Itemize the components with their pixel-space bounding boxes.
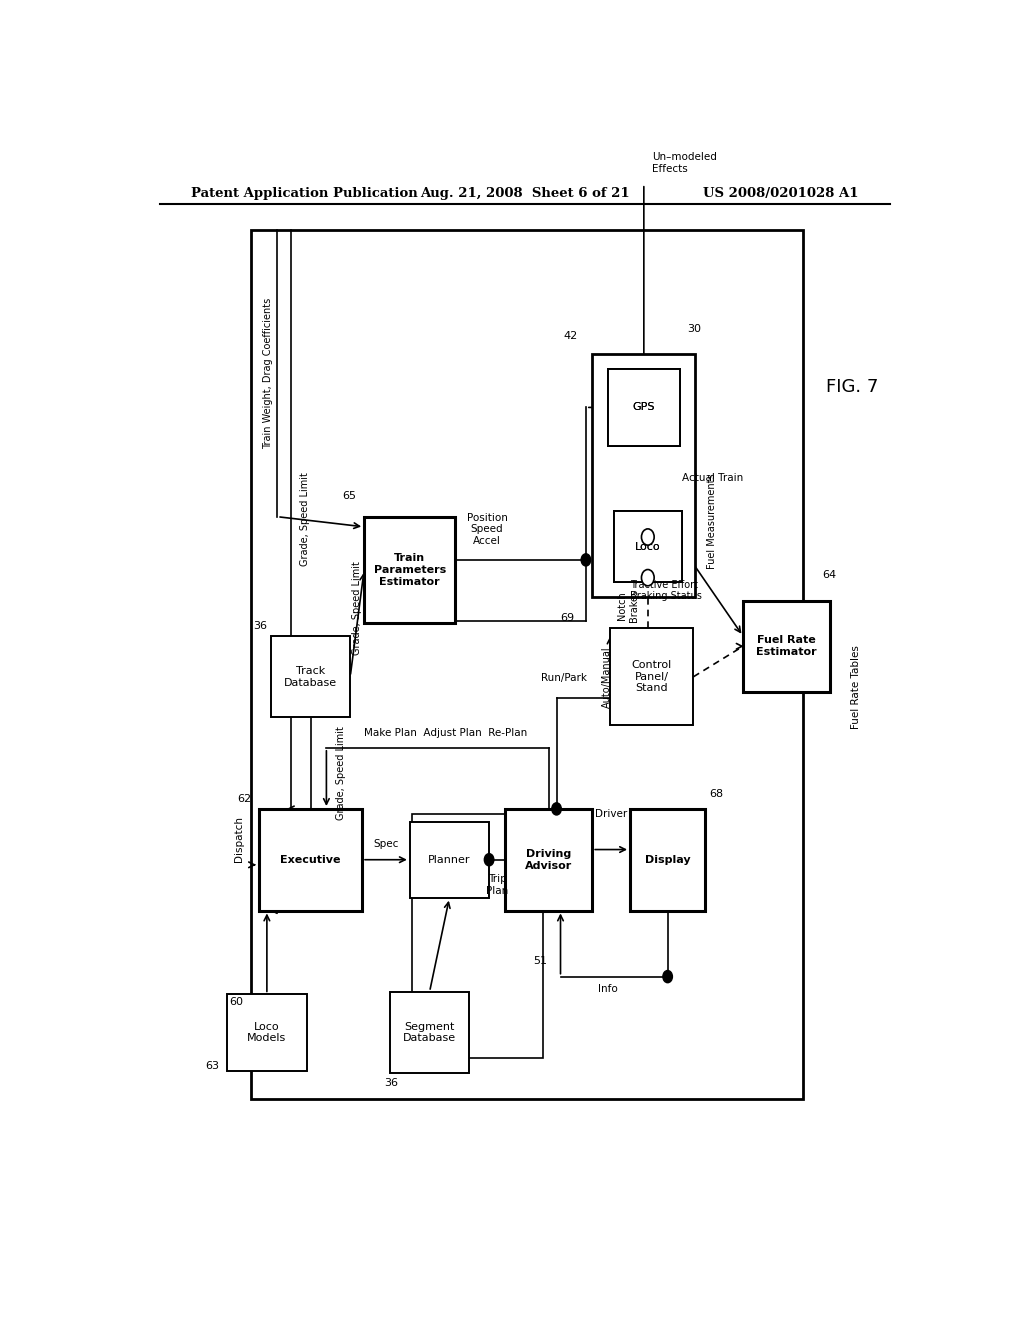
Text: Grade, Speed Limit: Grade, Speed Limit <box>352 561 362 655</box>
Text: Train Weight, Drag Coefficients: Train Weight, Drag Coefficients <box>263 297 272 449</box>
Bar <box>630 809 706 911</box>
Text: 69: 69 <box>560 614 574 623</box>
Bar <box>390 991 469 1073</box>
Text: GPS: GPS <box>633 403 655 412</box>
Bar <box>270 636 350 718</box>
Text: Run/Park: Run/Park <box>541 673 587 682</box>
Circle shape <box>641 529 654 545</box>
Text: Grade, Speed Limit: Grade, Speed Limit <box>336 726 346 820</box>
Bar <box>227 994 306 1071</box>
Text: Driver: Driver <box>595 809 628 818</box>
Text: Loco
Models: Loco Models <box>247 1022 287 1043</box>
Text: 64: 64 <box>822 570 837 579</box>
Text: Track
Database: Track Database <box>284 667 337 688</box>
Text: Train
Parameters
Estimator: Train Parameters Estimator <box>374 553 445 586</box>
Circle shape <box>484 854 494 866</box>
Text: Display: Display <box>645 855 690 865</box>
Bar <box>410 821 489 898</box>
Text: Driving
Advisor: Driving Advisor <box>525 849 572 870</box>
Bar <box>614 511 682 582</box>
Text: 63: 63 <box>205 1060 219 1071</box>
Bar <box>608 370 680 446</box>
Text: Actual Train: Actual Train <box>682 474 743 483</box>
Bar <box>412 814 543 1057</box>
Text: Executive: Executive <box>281 855 341 865</box>
Text: Notch
Brakes: Notch Brakes <box>617 589 639 622</box>
Text: Info: Info <box>598 983 618 994</box>
Text: Fuel Measurements: Fuel Measurements <box>708 474 717 569</box>
Bar <box>259 809 362 911</box>
Bar <box>251 230 803 1098</box>
Text: Aug. 21, 2008  Sheet 6 of 21: Aug. 21, 2008 Sheet 6 of 21 <box>420 187 630 201</box>
Text: Loco: Loco <box>635 541 660 552</box>
Text: Trip
Plan: Trip Plan <box>486 874 508 896</box>
Text: Grade, Speed Limit: Grade, Speed Limit <box>300 473 310 566</box>
Bar <box>505 809 592 911</box>
Text: Make Plan  Adjust Plan  Re-Plan: Make Plan Adjust Plan Re-Plan <box>364 727 527 738</box>
Circle shape <box>582 554 591 566</box>
Text: Spec: Spec <box>373 840 398 850</box>
Circle shape <box>663 970 673 982</box>
Bar <box>365 516 456 623</box>
Bar <box>608 370 680 446</box>
Text: Auto/Manual: Auto/Manual <box>601 645 611 708</box>
Text: 62: 62 <box>237 793 251 804</box>
Text: FIG. 7: FIG. 7 <box>826 378 879 396</box>
Text: 65: 65 <box>342 491 356 502</box>
Circle shape <box>552 803 561 814</box>
Text: Planner: Planner <box>428 855 471 865</box>
Text: GPS: GPS <box>633 403 655 412</box>
Bar <box>743 601 830 692</box>
Text: US 2008/0201028 A1: US 2008/0201028 A1 <box>702 187 858 201</box>
Bar <box>610 628 693 725</box>
Text: Segment
Database: Segment Database <box>403 1022 456 1043</box>
Text: 51: 51 <box>534 957 548 966</box>
Text: Un–modeled
Effects: Un–modeled Effects <box>652 152 717 174</box>
Text: 68: 68 <box>710 788 723 799</box>
Text: Loco: Loco <box>635 541 660 552</box>
Text: Control
Panel/
Stand: Control Panel/ Stand <box>632 660 672 693</box>
Text: 36: 36 <box>384 1078 397 1088</box>
Text: Tractive Effort
Braking Status: Tractive Effort Braking Status <box>630 579 701 601</box>
Text: 36: 36 <box>253 620 267 631</box>
Text: Position
Speed
Accel: Position Speed Accel <box>467 512 508 546</box>
Text: 60: 60 <box>229 997 243 1007</box>
Text: Fuel Rate
Estimator: Fuel Rate Estimator <box>757 635 817 657</box>
Bar <box>614 511 682 582</box>
Bar <box>592 354 695 598</box>
Text: Dispatch: Dispatch <box>234 816 244 862</box>
Text: Fuel Rate Tables: Fuel Rate Tables <box>851 645 861 729</box>
Text: Patent Application Publication: Patent Application Publication <box>191 187 418 201</box>
Text: 30: 30 <box>687 323 701 334</box>
Text: 42: 42 <box>564 331 578 342</box>
Circle shape <box>641 569 654 586</box>
